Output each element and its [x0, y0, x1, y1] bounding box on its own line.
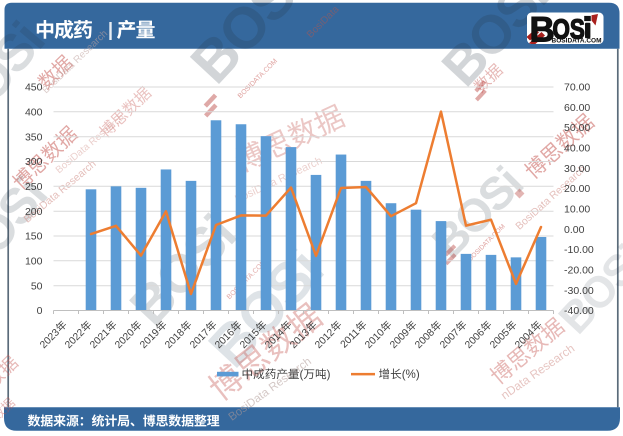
svg-text:50.00: 50.00	[564, 122, 590, 134]
svg-text:): )	[327, 368, 331, 381]
svg-text:-10.00: -10.00	[564, 244, 594, 256]
svg-text:60.00: 60.00	[564, 102, 590, 114]
svg-text:350: 350	[25, 131, 43, 143]
svg-text:250: 250	[25, 181, 43, 193]
svg-text:-40.00: -40.00	[564, 305, 594, 317]
svg-text:200: 200	[25, 206, 43, 218]
svg-text:BOSIDATA.COM: BOSIDATA.COM	[552, 37, 602, 44]
svg-text:400: 400	[25, 106, 43, 118]
svg-text:20.00: 20.00	[564, 183, 590, 195]
svg-text:B: B	[530, 11, 555, 50]
svg-text:70.00: 70.00	[564, 82, 590, 94]
svg-text:(: (	[300, 368, 304, 381]
svg-text:50: 50	[31, 280, 43, 292]
svg-text:OS: OS	[553, 14, 585, 45]
svg-text:10.00: 10.00	[564, 204, 590, 216]
svg-text:0.00: 0.00	[564, 224, 585, 236]
svg-text:(%): (%)	[402, 368, 420, 381]
svg-text:30.00: 30.00	[564, 163, 590, 175]
svg-text:300: 300	[25, 156, 43, 168]
svg-text:100: 100	[25, 255, 43, 267]
svg-text:-30.00: -30.00	[564, 285, 594, 297]
svg-text:450: 450	[25, 82, 43, 94]
svg-text:150: 150	[25, 231, 43, 243]
svg-text:0: 0	[37, 305, 43, 317]
svg-text:-20.00: -20.00	[564, 265, 594, 277]
svg-text:40.00: 40.00	[564, 143, 590, 155]
